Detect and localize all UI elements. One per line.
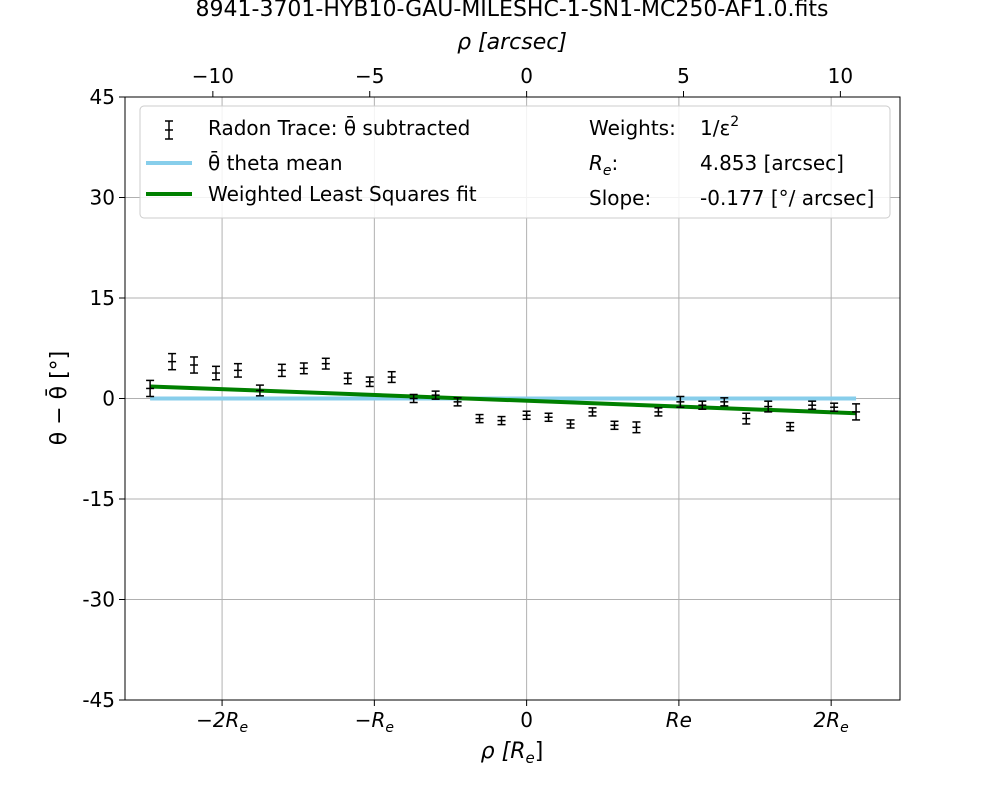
data-point bbox=[808, 400, 817, 410]
legend-re-label-colon: : bbox=[612, 151, 619, 175]
legend-label-mean: θ̄ theta mean bbox=[208, 150, 343, 175]
x-axis-bottom-label-sub: e bbox=[526, 749, 535, 767]
data-point bbox=[233, 362, 242, 378]
x-bottom-tick-label-main: 2R bbox=[814, 708, 841, 732]
data-point bbox=[566, 419, 575, 429]
legend: Radon Trace: θ̄ subtracted θ̄ theta mean… bbox=[139, 105, 891, 219]
x-bottom-tick-label-sub: e bbox=[239, 720, 248, 736]
legend-slope-value: -0.177 [°/ arcsec] bbox=[700, 186, 874, 210]
data-point bbox=[742, 412, 751, 425]
data-point bbox=[321, 357, 330, 370]
data-point bbox=[387, 370, 396, 384]
data-point bbox=[720, 397, 729, 407]
data-point bbox=[190, 356, 199, 374]
legend-re-label-main: R bbox=[589, 151, 603, 175]
data-point bbox=[343, 372, 352, 385]
y-tick-label: -45 bbox=[82, 688, 115, 712]
x-axis-top-label: ρ [arcsec] bbox=[457, 30, 567, 55]
legend-label-radon: Radon Trace: θ̄ subtracted bbox=[208, 115, 470, 140]
data-point bbox=[277, 363, 286, 378]
data-point bbox=[497, 415, 506, 426]
x-bottom-tick-label-sub: e bbox=[840, 720, 849, 736]
data-point bbox=[830, 402, 839, 412]
data-point bbox=[676, 395, 685, 408]
y-tick-label: 45 bbox=[90, 85, 115, 109]
data-point bbox=[852, 403, 861, 421]
data-point bbox=[475, 413, 484, 424]
data-point bbox=[168, 352, 177, 371]
data-point bbox=[764, 400, 773, 413]
x-bottom-tick-label-main: 0 bbox=[520, 708, 533, 732]
x-bottom-tick-label-sub: e bbox=[385, 720, 394, 736]
legend-weights-label: Weights: bbox=[589, 116, 676, 140]
x-axis-bottom-label-end: ] bbox=[535, 739, 544, 764]
y-tick-label: -15 bbox=[82, 487, 115, 511]
data-point bbox=[255, 384, 264, 397]
series-layer bbox=[146, 352, 861, 434]
x-top-tick-label: −5 bbox=[355, 64, 384, 88]
x-bottom-tick-label: −2Re bbox=[196, 708, 248, 736]
data-point bbox=[211, 365, 220, 381]
x-bottom-tick-label: −Re bbox=[355, 708, 394, 736]
series-line-wls-fit bbox=[150, 384, 857, 416]
x-bottom-tick-label-main: −R bbox=[355, 708, 386, 732]
y-tick-label: -30 bbox=[82, 588, 115, 612]
x-bottom-tick-label-main: Re bbox=[666, 708, 692, 732]
chart-title: 8941-3701-HYB10-GAU-MILESHC-1-SN1-MC250-… bbox=[196, 0, 829, 22]
x-axis-bottom-label-main: ρ [R bbox=[481, 739, 526, 764]
x-bottom-tick-label-main: −2R bbox=[196, 708, 239, 732]
legend-slope-label: Slope: bbox=[589, 186, 651, 210]
data-point bbox=[632, 421, 641, 434]
y-tick-label: 0 bbox=[102, 387, 115, 411]
data-point bbox=[409, 393, 418, 404]
x-bottom-tick-label: 0 bbox=[520, 708, 533, 732]
data-point bbox=[786, 421, 795, 432]
x-axis-bottom-label: ρ [Re] bbox=[481, 739, 544, 767]
data-point bbox=[431, 390, 440, 400]
legend-weights-value-main: 1/ε bbox=[700, 116, 730, 140]
y-tick-label: 15 bbox=[90, 286, 115, 310]
x-top-tick-label: 0 bbox=[520, 64, 533, 88]
data-point bbox=[544, 412, 553, 423]
legend-label-fit: Weighted Least Squares fit bbox=[208, 182, 477, 206]
legend-weights-value: 1/ε2 bbox=[700, 114, 739, 140]
data-point bbox=[146, 379, 155, 398]
y-tick-label: 30 bbox=[90, 186, 115, 210]
x-top-tick-label: 10 bbox=[828, 64, 853, 88]
data-point bbox=[610, 420, 619, 431]
data-point bbox=[588, 407, 597, 417]
x-bottom-tick-label: Re bbox=[666, 708, 692, 732]
data-point bbox=[453, 397, 462, 407]
data-point bbox=[654, 407, 663, 417]
x-top-tick-label: −10 bbox=[192, 64, 234, 88]
legend-re-label: Re: bbox=[589, 151, 618, 179]
y-axis-label: θ − θ̄ [°] bbox=[46, 351, 72, 446]
legend-marker-radon bbox=[165, 120, 173, 140]
data-point bbox=[698, 400, 707, 410]
x-top-tick-label: 5 bbox=[677, 64, 690, 88]
x-bottom-tick-label: 2Re bbox=[814, 708, 849, 736]
data-point bbox=[522, 410, 531, 421]
data-point bbox=[365, 376, 374, 388]
legend-re-value: 4.853 [arcsec] bbox=[700, 151, 844, 175]
legend-re-label-sub: e bbox=[603, 163, 612, 179]
data-point bbox=[299, 362, 308, 375]
legend-weights-exp: 2 bbox=[730, 114, 739, 130]
legend-box bbox=[139, 105, 891, 219]
